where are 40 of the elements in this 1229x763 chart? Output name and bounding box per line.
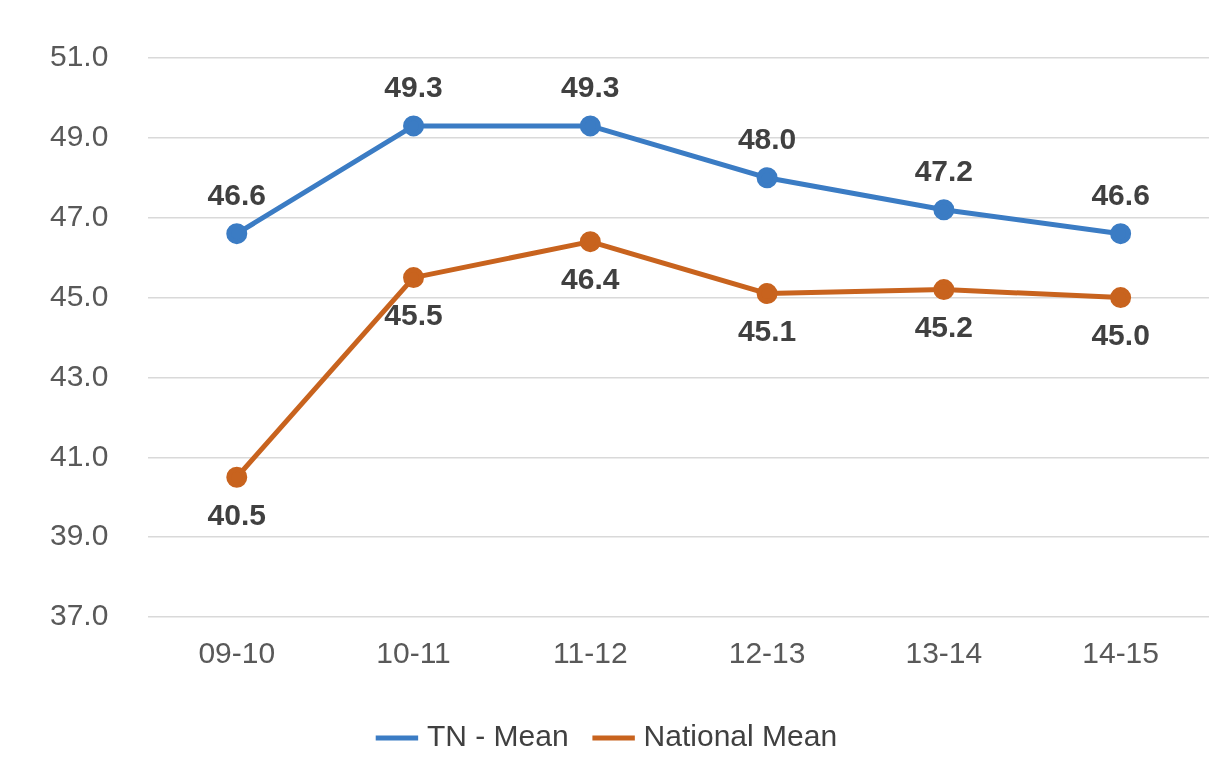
x-tick-label: 11-12 — [553, 636, 628, 670]
point — [403, 267, 425, 289]
y-tick-label: 47.0 — [50, 198, 109, 232]
y-tick-label: 37.0 — [50, 598, 109, 632]
x-tick-label: 09-10 — [198, 636, 276, 670]
y-tick-label: 45.0 — [50, 278, 109, 312]
x-tick-label: 10-11 — [376, 636, 451, 670]
point — [756, 283, 778, 305]
point — [403, 115, 425, 137]
data-label: 46.4 — [561, 261, 620, 295]
data-label: 47.2 — [914, 153, 974, 187]
data-label: 45.2 — [914, 309, 974, 343]
y-tick-label: 49.0 — [50, 119, 109, 153]
data-label: 49.3 — [561, 70, 620, 104]
data-label: 45.5 — [384, 297, 443, 331]
y-tick-label: 43.0 — [50, 358, 109, 392]
point — [1110, 223, 1132, 245]
x-tick-label: 14-15 — [1082, 636, 1159, 670]
point — [756, 167, 778, 189]
data-label: 45.1 — [737, 313, 797, 347]
legend-label: National Mean — [643, 719, 838, 753]
y-tick-label: 39.0 — [50, 518, 109, 552]
y-tick-label: 51.0 — [50, 39, 109, 73]
y-tick-label: 41.0 — [50, 438, 109, 472]
data-label: 48.0 — [737, 122, 797, 156]
legend-label: TN - Mean — [426, 719, 569, 753]
data-label: 49.3 — [384, 70, 443, 104]
point — [579, 115, 601, 137]
point — [933, 199, 955, 221]
point — [579, 231, 601, 253]
x-tick-label: 13-14 — [905, 636, 983, 670]
data-label: 45.0 — [1091, 317, 1150, 351]
data-label: 46.6 — [1091, 177, 1150, 211]
point — [226, 223, 248, 245]
data-label: 40.5 — [207, 497, 266, 531]
point — [933, 279, 955, 301]
point — [226, 466, 248, 488]
point — [1110, 287, 1132, 309]
x-tick-label: 12-13 — [728, 636, 806, 670]
data-label: 46.6 — [207, 177, 266, 211]
